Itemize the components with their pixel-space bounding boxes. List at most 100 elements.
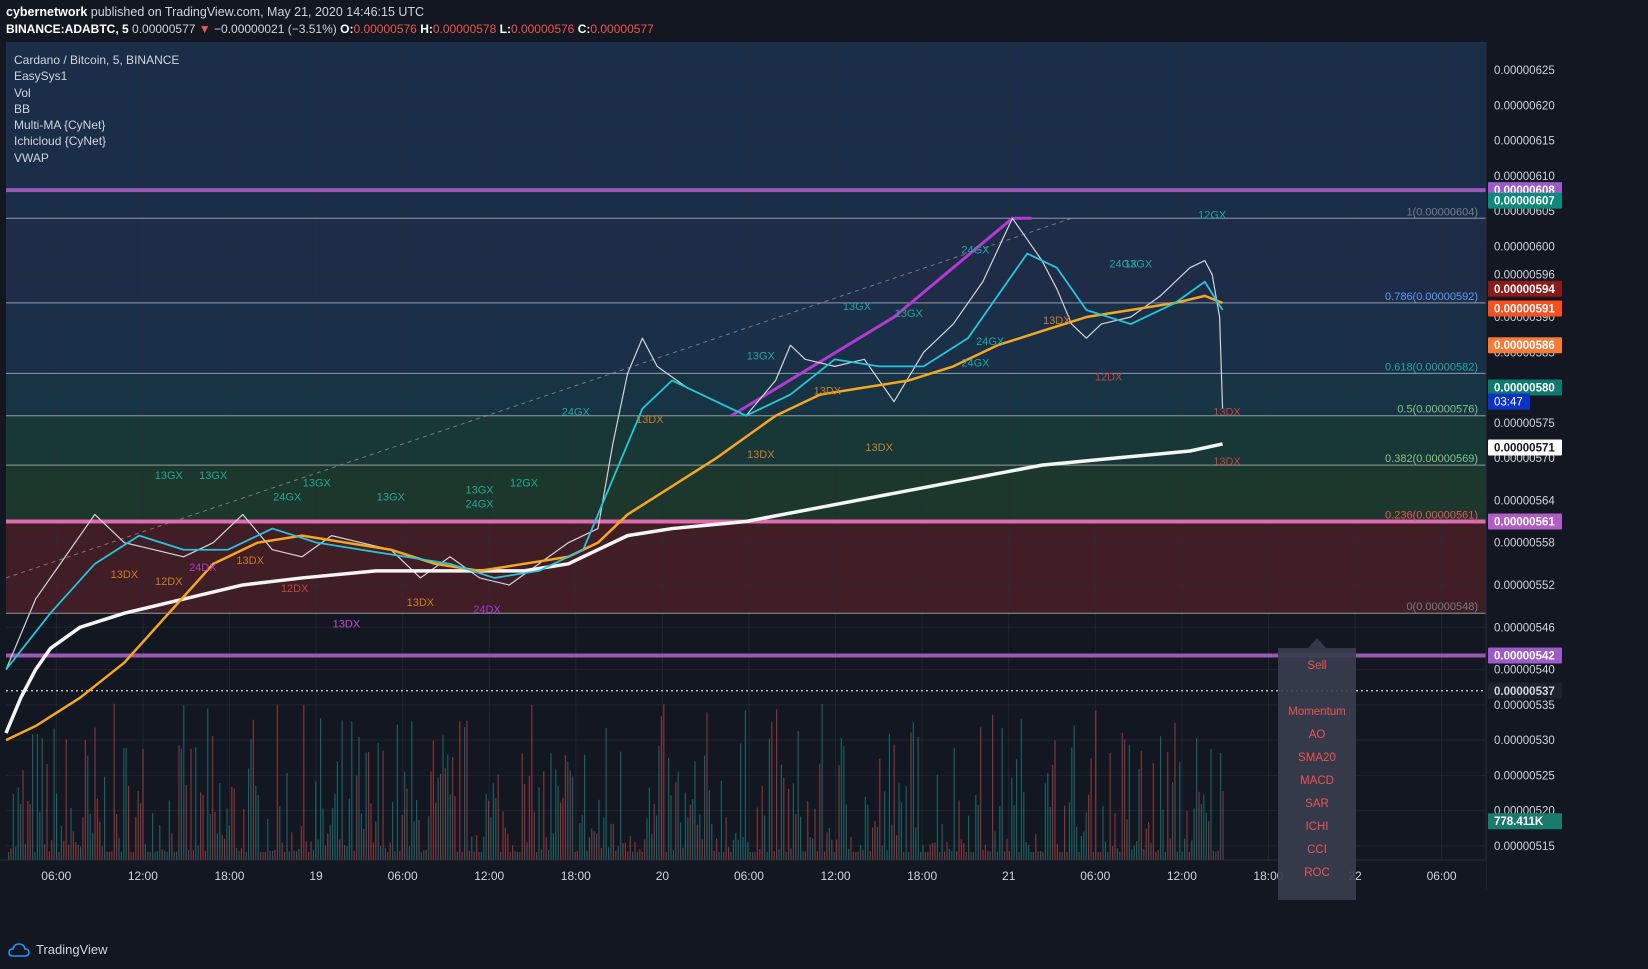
- high-value: 0.00000578: [432, 22, 497, 36]
- volume-bar: [404, 771, 406, 860]
- volume-bar: [653, 803, 655, 860]
- volume-bar: [970, 851, 972, 860]
- volume-bar: [1138, 769, 1140, 860]
- volume-bar: [730, 851, 732, 860]
- volume-bar: [106, 851, 108, 860]
- legend-indicator[interactable]: Ichicloud {CyNet}: [14, 134, 107, 149]
- volume-bar: [603, 817, 605, 860]
- volume-bar: [84, 740, 86, 860]
- volume-bar: [108, 851, 110, 860]
- volume-bar: [612, 824, 614, 860]
- volume-bar: [111, 851, 113, 860]
- volume-bar: [1054, 740, 1056, 860]
- volume-bar: [1090, 758, 1092, 860]
- volume-bar: [171, 833, 173, 860]
- volume-bar: [586, 850, 588, 860]
- x-tick-label: 06:00: [41, 869, 71, 883]
- volume-bar: [533, 812, 535, 860]
- x-tick-label: 06:00: [1080, 869, 1110, 883]
- volume-bar: [936, 774, 938, 860]
- volume-bar: [1145, 828, 1147, 860]
- volume-bar: [476, 835, 478, 860]
- volume-bar: [1152, 762, 1154, 860]
- legend-indicator[interactable]: VWAP: [14, 150, 49, 165]
- author-name[interactable]: cybernetwork: [6, 5, 88, 19]
- signal-label: 24GX: [273, 491, 302, 503]
- price-tag-bg: [1488, 439, 1562, 456]
- volume-bar: [1001, 728, 1003, 860]
- tradingview-logo[interactable]: TradingView: [8, 942, 108, 957]
- symbol-interval: BINANCE:ADABTC, 5: [6, 22, 129, 36]
- volume-bar: [557, 785, 559, 860]
- price-chart[interactable]: 1(0.00000604) 0.786(0.00000592) 0.618(0.00…: [0, 0, 1648, 933]
- price-tag-bg: [1488, 280, 1562, 297]
- x-tick-label: 18:00: [214, 869, 244, 883]
- volume-bar: [353, 850, 355, 860]
- volume-bar: [336, 761, 338, 860]
- volume-bar: [754, 851, 756, 860]
- volume-bar: [399, 851, 401, 860]
- volume-bar: [588, 837, 590, 860]
- volume-bar: [922, 844, 924, 860]
- volume-bar: [996, 851, 998, 860]
- volume-bar: [898, 783, 900, 860]
- ohlc-line: BINANCE:ADABTC, 5 0.00000577 ▼ −0.000000…: [6, 22, 654, 36]
- volume-bar: [591, 828, 593, 860]
- volume-bar: [1124, 739, 1126, 860]
- volume-bar: [761, 786, 763, 860]
- volume-bar: [615, 850, 617, 860]
- volume-bar: [286, 772, 288, 860]
- volume-bar: [617, 846, 619, 860]
- volume-bar: [972, 851, 974, 860]
- volume-bar: [620, 751, 622, 860]
- volume-bar: [293, 850, 295, 860]
- fib-label: 1(0.00000604): [1406, 206, 1478, 218]
- signal-label: 13GX: [1124, 259, 1153, 271]
- legend-indicator[interactable]: EasySys1: [14, 69, 68, 84]
- volume-bar: [1071, 747, 1073, 860]
- volume-bar: [720, 780, 722, 860]
- volume-bar: [130, 851, 132, 860]
- y-tick-label: 0.00000546: [1494, 622, 1555, 634]
- volume-bar: [905, 786, 907, 860]
- legend-indicator[interactable]: Vol: [14, 85, 31, 100]
- legend-indicator[interactable]: Multi-MA {CyNet}: [14, 118, 106, 133]
- volume-bar: [140, 803, 142, 860]
- volume-bar: [77, 844, 79, 860]
- open-label: O:: [340, 22, 354, 36]
- volume-bar: [521, 753, 523, 860]
- volume-bar: [226, 808, 228, 860]
- volume-bar: [1155, 851, 1157, 860]
- volume-bar: [10, 848, 12, 860]
- volume-bar: [46, 763, 48, 860]
- volume-bar: [802, 851, 804, 860]
- volume-bar: [190, 749, 192, 860]
- volume-bar: [1035, 834, 1037, 860]
- signal-label: 13DX: [407, 597, 435, 609]
- volume-bar: [1157, 849, 1159, 860]
- volume-bar: [233, 788, 235, 860]
- legend-title[interactable]: Cardano / Bitcoin, 5, BINANCE: [14, 53, 180, 67]
- volume-bar: [248, 768, 250, 860]
- volume-bar: [975, 795, 977, 860]
- volume-bar: [723, 851, 725, 860]
- x-tick-label: 06:00: [1427, 869, 1457, 883]
- volume-bar: [951, 851, 953, 860]
- volume-bar: [197, 845, 199, 860]
- close-value: 0.00000577: [590, 22, 654, 36]
- volume-bar: [440, 773, 442, 860]
- volume-bar: [351, 721, 353, 860]
- legend-indicator[interactable]: BB: [14, 101, 31, 116]
- fib-label: 0.786(0.00000592): [1385, 291, 1478, 303]
- volume-bar: [742, 837, 744, 860]
- volume-bar: [41, 738, 43, 860]
- signal-label: 13DX: [1043, 315, 1071, 327]
- signal-label: 12DX: [281, 583, 309, 595]
- volume-bar: [531, 704, 533, 860]
- signal-label: 13DX: [865, 442, 893, 454]
- volume-bar: [792, 783, 794, 860]
- volume-bar: [706, 712, 708, 860]
- volume-bar: [692, 799, 694, 860]
- volume-bar: [1131, 849, 1133, 860]
- price-tag-bg: [1488, 300, 1562, 317]
